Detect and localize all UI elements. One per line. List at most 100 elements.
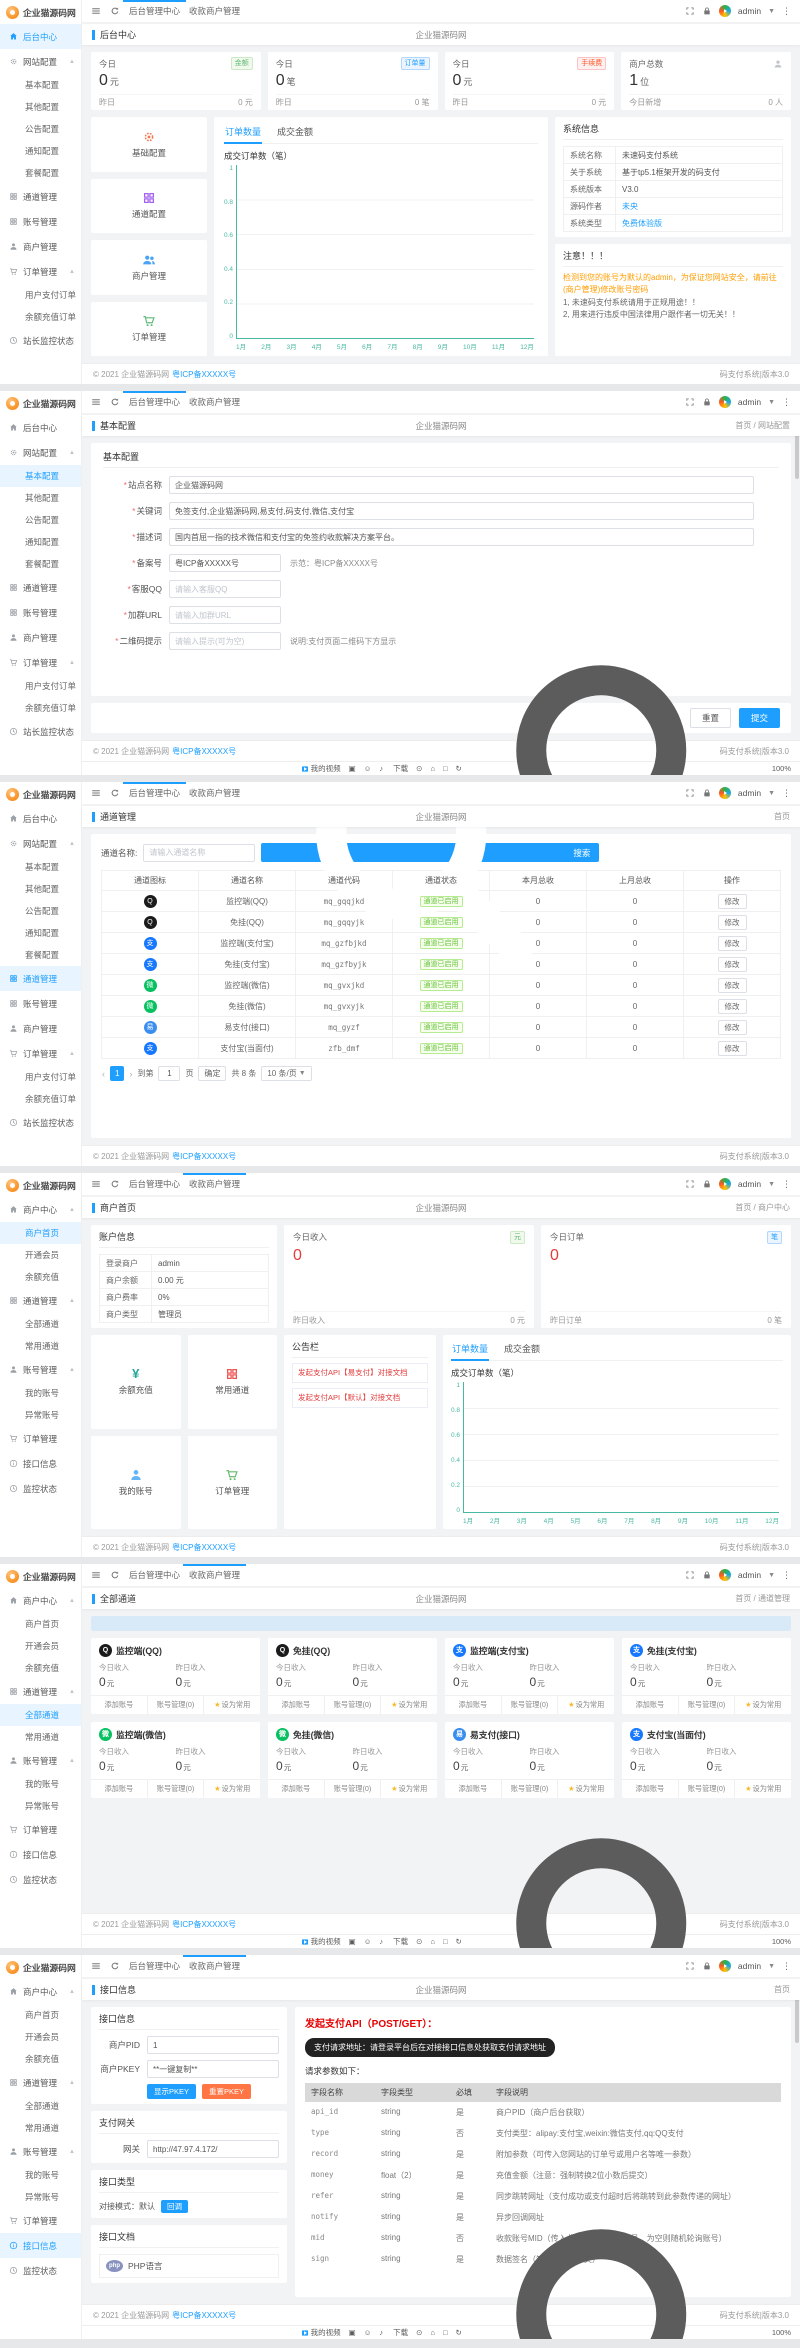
sidebar-subitem[interactable]: 公告配置 bbox=[25, 906, 60, 916]
download-button[interactable]: ⊙下载 bbox=[391, 763, 408, 774]
客服QQ-input[interactable] bbox=[169, 580, 281, 598]
sidebar-item-3[interactable]: 订单管理 bbox=[0, 2208, 81, 2233]
username[interactable]: admin bbox=[737, 1179, 762, 1189]
sidebar-item-6[interactable]: 站长监控状态 bbox=[0, 328, 81, 353]
nav-tab-1[interactable]: 收款商户管理 bbox=[189, 787, 241, 798]
sidebar-item-4[interactable]: 接口信息 bbox=[0, 1842, 81, 1867]
lock-icon[interactable] bbox=[702, 788, 712, 798]
sidebar-subitem[interactable]: 余额充值 bbox=[25, 1663, 60, 1673]
icp-link[interactable]: 粤ICP备XXXXX号 bbox=[172, 2310, 237, 2320]
reset-pkey-button[interactable]: 重置PKEY bbox=[202, 2084, 252, 2099]
sidebar-subitem[interactable]: 余额充值订单 bbox=[25, 1094, 77, 1104]
sidebar-subitem[interactable]: 全部通道 bbox=[25, 1319, 60, 1329]
zoom-control[interactable]: 100% bbox=[470, 2183, 791, 2339]
sidebar-subitem[interactable]: 商户首页 bbox=[25, 2010, 60, 2020]
sidebar-item-1[interactable]: 通道管理 ▲ bbox=[0, 1288, 81, 1313]
home-icon[interactable]: ⌂ bbox=[430, 1937, 435, 1946]
sidebar-item-1[interactable]: 网站配置 ▲ bbox=[0, 49, 81, 74]
sidebar-item-3[interactable]: 订单管理 bbox=[0, 1817, 81, 1842]
panel-icon[interactable]: ▣ bbox=[348, 764, 356, 773]
sidebar-subitem[interactable]: 公告配置 bbox=[25, 515, 60, 525]
window-icon[interactable]: □ bbox=[442, 764, 448, 773]
站点名称-input[interactable] bbox=[169, 476, 754, 494]
per-page-select[interactable]: 10 条/页 ▼ bbox=[261, 1066, 312, 1081]
sound-icon[interactable]: ♪ bbox=[379, 764, 384, 773]
nav-tab-1[interactable]: 收款商户管理 bbox=[189, 5, 241, 16]
set-favorite-action[interactable]: ★设为常用 bbox=[558, 1696, 614, 1714]
window-icon[interactable]: □ bbox=[442, 1937, 448, 1946]
edit-button[interactable]: 修改 bbox=[717, 956, 747, 972]
sidebar-subitem[interactable]: 公告配置 bbox=[25, 124, 60, 134]
set-favorite-action[interactable]: ★设为常用 bbox=[558, 1780, 614, 1798]
icp-link[interactable]: 粤ICP备XXXXX号 bbox=[172, 1151, 237, 1161]
sidebar-subitem[interactable]: 用户支付订单 bbox=[25, 1072, 77, 1082]
manage-account-action[interactable]: 账号管理(0) bbox=[148, 1780, 205, 1798]
sidebar-subitem[interactable]: 我的账号 bbox=[25, 1388, 60, 1398]
prev-page-button[interactable]: ‹ bbox=[102, 1068, 105, 1079]
sidebar-subitem[interactable]: 商户首页 bbox=[25, 1619, 60, 1629]
sidebar-item-5[interactable]: 订单管理 ▲ bbox=[0, 650, 81, 675]
sidebar-item-0[interactable]: 商户中心 ▲ bbox=[0, 1588, 81, 1613]
nav-tab-1[interactable]: 收款商户管理 bbox=[183, 1955, 247, 1978]
more-icon[interactable]: ⋮ bbox=[782, 5, 791, 16]
refresh-icon[interactable] bbox=[110, 788, 120, 798]
submit-button[interactable]: 提交 bbox=[738, 708, 780, 728]
sidebar-item-3[interactable]: 账号管理 bbox=[0, 991, 81, 1016]
username[interactable]: admin bbox=[737, 1570, 762, 1580]
smile-icon[interactable]: ☺ bbox=[363, 2328, 372, 2337]
sidebar-item-2[interactable]: 通道管理 bbox=[0, 575, 81, 600]
user-avatar[interactable] bbox=[718, 1960, 731, 1972]
sidebar-subitem[interactable]: 常用通道 bbox=[25, 2123, 60, 2133]
doc-link[interactable]: 发起支付API【易支付】对接文档 bbox=[292, 1363, 428, 1384]
manage-account-action[interactable]: 账号管理(0) bbox=[148, 1696, 205, 1714]
sidebar-subitem[interactable]: 其他配置 bbox=[25, 102, 60, 112]
sidebar-item-0[interactable]: 后台中心 bbox=[0, 806, 81, 831]
set-favorite-action[interactable]: ★设为常用 bbox=[204, 1696, 260, 1714]
set-favorite-action[interactable]: ★设为常用 bbox=[735, 1696, 791, 1714]
sidebar-subitem[interactable]: 我的账号 bbox=[25, 1779, 60, 1789]
lock-icon[interactable] bbox=[702, 1961, 712, 1971]
record-icon[interactable]: ⊙ bbox=[416, 2328, 423, 2337]
lock-icon[interactable] bbox=[702, 397, 712, 407]
二维码提示-input[interactable] bbox=[169, 632, 281, 650]
scrollbar-thumb[interactable] bbox=[795, 417, 799, 479]
sidebar-item-2[interactable]: 通道管理 bbox=[0, 184, 81, 209]
username[interactable]: admin bbox=[737, 788, 762, 798]
shortcut-3[interactable]: 订单管理 bbox=[187, 1435, 277, 1529]
add-account-action[interactable]: 添加账号 bbox=[445, 1696, 502, 1714]
current-page[interactable]: 1 bbox=[110, 1066, 125, 1081]
full-icon[interactable] bbox=[685, 1570, 695, 1580]
sidebar-subitem[interactable]: 套餐配置 bbox=[25, 950, 60, 960]
nav-tab-1[interactable]: 收款商户管理 bbox=[189, 396, 241, 407]
sidebar-item-3[interactable]: 订单管理 bbox=[0, 1426, 81, 1451]
sidebar-item-1[interactable]: 网站配置 ▲ bbox=[0, 440, 81, 465]
sidebar-item-5[interactable]: 订单管理 ▲ bbox=[0, 1041, 81, 1066]
download-button[interactable]: ⊙下载 bbox=[391, 2327, 408, 2338]
sidebar-item-1[interactable]: 通道管理 ▲ bbox=[0, 2070, 81, 2095]
sound-icon[interactable]: ♪ bbox=[379, 1937, 384, 1946]
set-favorite-action[interactable]: ★设为常用 bbox=[204, 1780, 260, 1798]
sidebar-subitem[interactable]: 基本配置 bbox=[25, 862, 60, 872]
reset-button[interactable]: 重置 bbox=[689, 708, 731, 728]
sidebar-subitem[interactable]: 开通会员 bbox=[25, 1250, 60, 1260]
info-link[interactable]: 免费体验版 bbox=[622, 218, 662, 228]
nav-tab-1[interactable]: 收款商户管理 bbox=[183, 1564, 247, 1587]
描述词-input[interactable] bbox=[169, 528, 754, 546]
next-page-button[interactable]: › bbox=[129, 1068, 133, 1079]
shortcut-1[interactable]: 常用通道 bbox=[187, 1335, 277, 1429]
sidebar-subitem[interactable]: 开通会员 bbox=[25, 1641, 60, 1651]
add-account-action[interactable]: 添加账号 bbox=[91, 1780, 148, 1798]
show-pkey-button[interactable]: 显示PKEY bbox=[147, 2084, 197, 2099]
breadcrumb[interactable]: 首页 / 网站配置 bbox=[735, 421, 790, 430]
add-account-action[interactable]: 添加账号 bbox=[268, 1696, 325, 1714]
sidebar-item-1[interactable]: 网站配置 ▲ bbox=[0, 831, 81, 856]
edit-button[interactable]: 修改 bbox=[717, 977, 747, 993]
breadcrumb[interactable]: 首页 bbox=[774, 812, 790, 821]
refresh-icon[interactable]: ↻ bbox=[455, 2328, 462, 2337]
edit-button[interactable]: 修改 bbox=[717, 998, 747, 1014]
video-button[interactable]: 我的视频 bbox=[301, 763, 341, 774]
home-icon[interactable]: ⌂ bbox=[430, 2328, 435, 2337]
user-avatar[interactable] bbox=[718, 1178, 731, 1190]
record-icon[interactable]: ⊙ bbox=[416, 764, 423, 773]
sidebar-subitem[interactable]: 基本配置 bbox=[25, 80, 60, 90]
